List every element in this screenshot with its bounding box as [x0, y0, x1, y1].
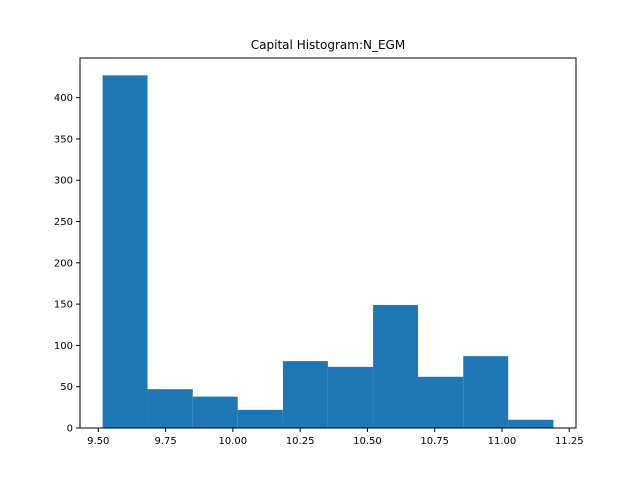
histogram-bar	[327, 366, 374, 428]
histogram-bar	[508, 419, 554, 428]
histogram-bar	[418, 376, 464, 428]
histogram-bar	[147, 389, 193, 428]
y-tick-label: 300	[54, 176, 73, 187]
bars-group	[102, 75, 554, 428]
histogram-bar	[463, 356, 509, 428]
y-tick-label: 250	[54, 217, 73, 228]
x-tick-label: 9.75	[154, 436, 176, 447]
x-tick-label: 9.50	[87, 436, 109, 447]
plot-frame	[79, 57, 577, 429]
y-tick-label: 0	[67, 424, 73, 435]
histogram-bar	[237, 409, 283, 428]
chart-title: Capital Histogram:N_EGM	[251, 38, 405, 52]
y-tick-label: 150	[54, 300, 73, 311]
x-tick-label: 10.00	[219, 436, 248, 447]
x-axis: 9.50 9.75 10.00 10.25 10.50 10.75 11.00 11.25	[87, 428, 584, 447]
y-tick-label: 100	[54, 341, 73, 352]
x-tick-label: 10.25	[286, 436, 315, 447]
x-tick-label: 10.75	[420, 436, 449, 447]
histogram-bar	[102, 75, 148, 428]
x-tick-label: 10.50	[353, 436, 382, 447]
histogram-bar	[373, 304, 419, 428]
y-axis: 0 50 100 150 200 250 300 350 400	[54, 93, 80, 435]
histogram-bar	[192, 396, 238, 428]
y-tick-label: 350	[54, 134, 73, 145]
x-tick-label: 11.00	[488, 436, 517, 447]
histogram-bar	[282, 361, 328, 428]
x-tick-label: 11.25	[555, 436, 584, 447]
y-tick-label: 400	[54, 93, 73, 104]
y-tick-label: 50	[60, 382, 73, 393]
y-tick-label: 200	[54, 258, 73, 269]
